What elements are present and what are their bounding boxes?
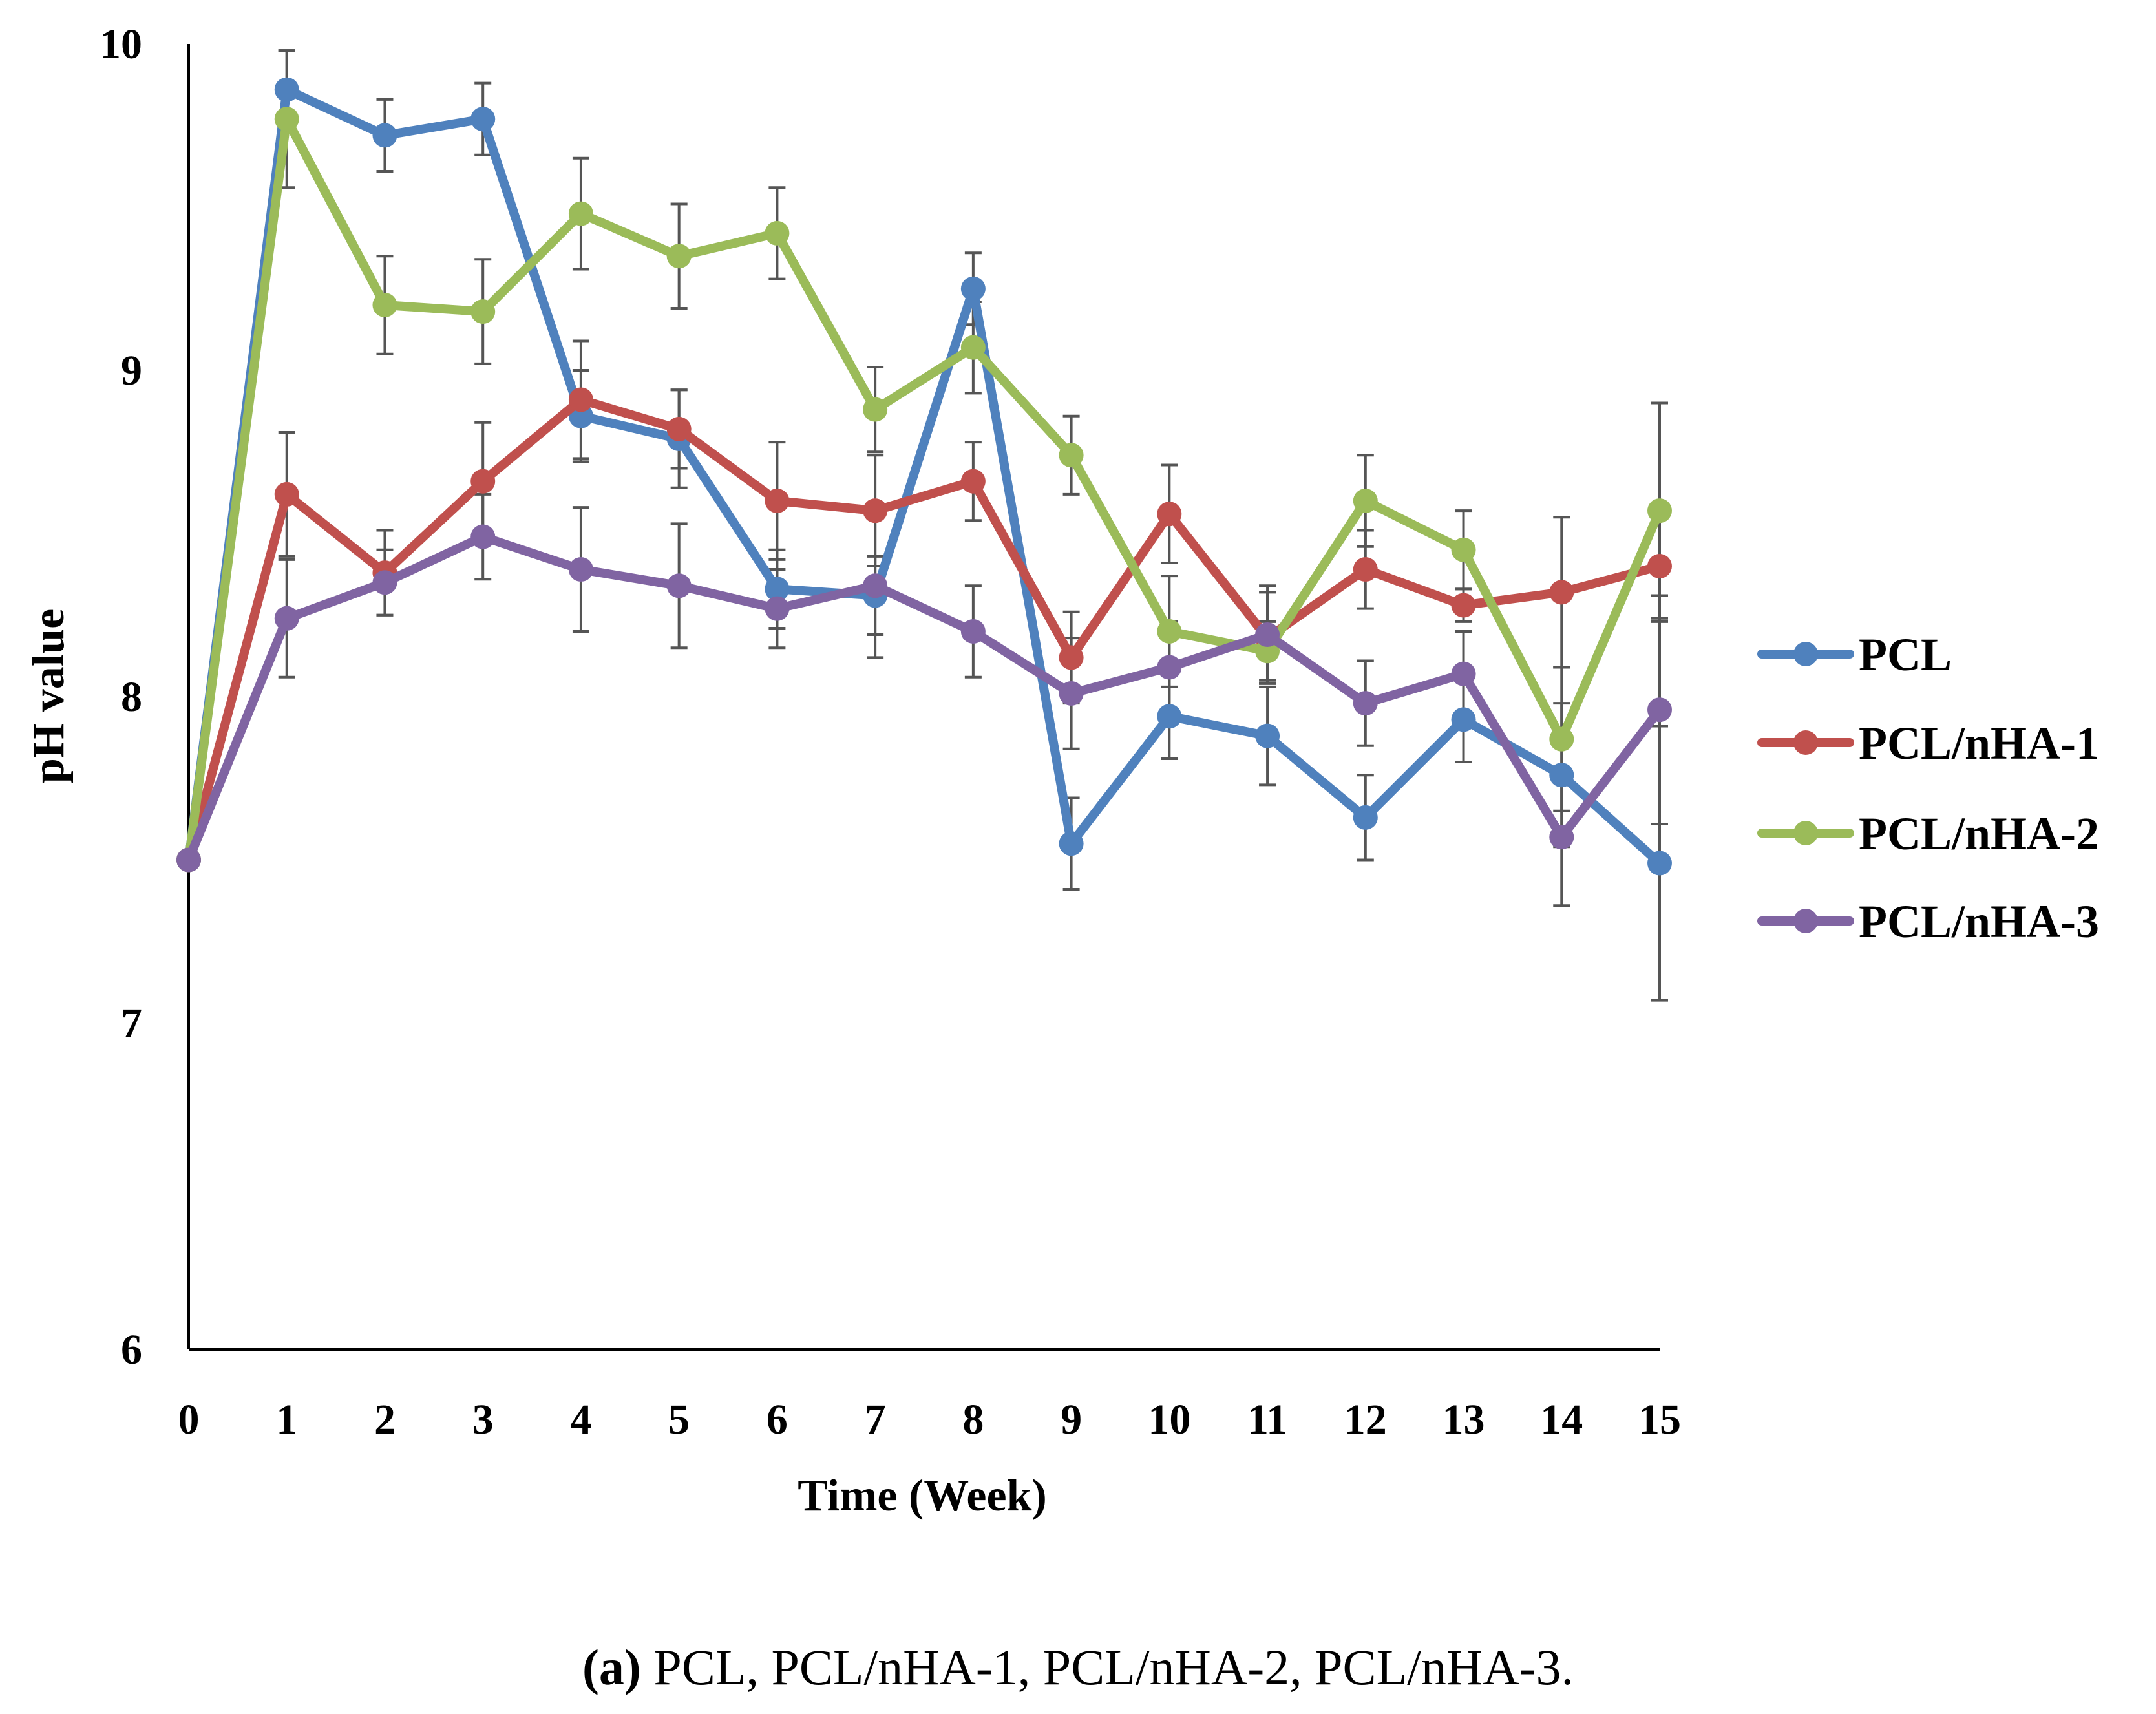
y-tick-label: 10	[100, 21, 142, 68]
data-point-pcl	[1647, 851, 1672, 876]
data-point-pcl-nha-1	[470, 469, 496, 494]
legend-label-pcl-nha-1: PCL/nHA-1	[1859, 717, 2099, 769]
data-point-pcl-nha-3	[765, 596, 790, 621]
data-point-pcl-nha-3	[1549, 825, 1574, 850]
series-line-pcl-nha-1	[184, 395, 1664, 865]
data-point-pcl-nha-1	[1647, 554, 1672, 578]
data-point-pcl	[470, 107, 496, 132]
data-point-pcl-nha-1	[568, 387, 593, 412]
series-line-pcl	[184, 85, 1664, 868]
x-tick-label: 4	[570, 1396, 591, 1443]
legend-label-pcl-nha-2: PCL/nHA-2	[1859, 808, 2099, 860]
legend-label-pcl-nha-3: PCL/nHA-3	[1859, 896, 2099, 947]
series-line-pcl-nha-2	[184, 114, 1664, 865]
data-point-pcl	[765, 577, 790, 602]
data-point-pcl-nha-3	[568, 557, 593, 582]
x-tick-label: 7	[865, 1396, 886, 1443]
legend-label-pcl: PCL	[1859, 629, 1952, 681]
data-point-pcl-nha-3	[372, 570, 397, 595]
data-point-pcl-nha-1	[1059, 645, 1084, 670]
data-point-pcl	[274, 77, 299, 102]
data-point-pcl-nha-3	[666, 573, 692, 598]
data-point-pcl	[1255, 723, 1280, 748]
data-point-pcl-nha-1	[666, 416, 692, 441]
x-tick-label: 14	[1540, 1396, 1583, 1443]
data-point-pcl-nha-1	[1157, 502, 1182, 527]
data-point-pcl	[1059, 831, 1084, 856]
legend-marker-pcl-nha-1	[1793, 730, 1818, 755]
x-tick-label: 2	[374, 1396, 396, 1443]
figure-caption: (a) PCL, PCL/nHA-1, PCL/nHA-2, PCL/nHA-3…	[0, 1638, 2156, 1697]
y-tick-label: 6	[121, 1326, 142, 1373]
x-tick-label: 0	[178, 1396, 200, 1443]
x-tick-label: 11	[1247, 1396, 1287, 1443]
y-tick-label: 8	[121, 673, 142, 721]
data-point-pcl	[1451, 707, 1476, 732]
legend: PCL PCL/nHA-1 PCL/nHA-2 PCL/nHA-3	[1757, 629, 2099, 947]
data-point-pcl-nha-2	[1549, 726, 1574, 752]
data-point-pcl-nha-2	[960, 335, 986, 360]
x-tick-label: 12	[1344, 1396, 1387, 1443]
data-point-pcl	[372, 123, 397, 148]
series-lines	[176, 77, 1672, 876]
data-point-pcl-nha-3	[470, 524, 496, 549]
data-point-pcl-nha-3	[1647, 697, 1672, 723]
data-point-pcl	[1549, 763, 1574, 788]
caption-text: PCL, PCL/nHA-1, PCL/nHA-2, PCL/nHA-3.	[640, 1639, 1574, 1695]
caption-label: (a)	[582, 1639, 641, 1695]
data-point-pcl-nha-2	[666, 244, 692, 269]
x-tick-label: 15	[1638, 1396, 1681, 1443]
x-tick-label: 1	[276, 1396, 297, 1443]
data-point-pcl-nha-2	[274, 107, 299, 132]
data-point-pcl-nha-2	[863, 397, 888, 422]
x-axis-title: Time (Week)	[798, 1471, 1047, 1521]
data-point-pcl	[1157, 704, 1182, 729]
x-tick-label: 10	[1148, 1396, 1190, 1443]
data-point-pcl-nha-1	[1353, 557, 1378, 582]
data-point-pcl-nha-2	[470, 299, 496, 324]
data-point-pcl-nha-2	[765, 220, 790, 246]
data-point-pcl-nha-3	[1157, 655, 1182, 680]
data-point-pcl-nha-1	[1549, 580, 1574, 605]
data-point-pcl-nha-1	[274, 481, 299, 507]
x-tick-label: 6	[766, 1396, 788, 1443]
data-point-pcl-nha-2	[1353, 489, 1378, 513]
x-tick-label: 13	[1443, 1396, 1485, 1443]
y-tick-label: 9	[121, 347, 142, 394]
legend-marker-pcl	[1793, 642, 1818, 666]
data-point-pcl-nha-1	[863, 498, 888, 524]
data-point-pcl-nha-3	[1353, 691, 1378, 716]
data-point-pcl-nha-3	[176, 847, 201, 873]
data-point-pcl-nha-3	[1451, 661, 1476, 686]
data-point-pcl-nha-1	[960, 469, 986, 494]
data-point-pcl-nha-2	[1647, 498, 1672, 524]
data-point-pcl-nha-3	[1059, 681, 1084, 706]
legend-marker-pcl-nha-2	[1793, 821, 1818, 845]
y-axis-title: pH value	[24, 609, 74, 783]
data-point-pcl-nha-3	[274, 606, 299, 631]
x-tick-label: 9	[1061, 1396, 1082, 1443]
data-point-pcl-nha-1	[765, 489, 790, 513]
legend-marker-pcl-nha-3	[1793, 909, 1818, 933]
data-point-pcl-nha-2	[568, 201, 593, 226]
data-point-pcl	[960, 276, 986, 301]
x-tick-label: 3	[472, 1396, 494, 1443]
data-point-pcl	[1353, 805, 1378, 830]
series-line-pcl-nha-3	[184, 532, 1664, 865]
data-point-pcl-nha-2	[1451, 537, 1476, 562]
x-tick-label: 8	[962, 1396, 984, 1443]
y-tick-label: 7	[121, 1000, 142, 1047]
data-point-pcl-nha-1	[1451, 593, 1476, 618]
data-point-pcl-nha-2	[372, 293, 397, 317]
data-point-pcl-nha-3	[1255, 622, 1280, 648]
data-point-pcl-nha-2	[1059, 443, 1084, 468]
data-point-pcl-nha-2	[1157, 619, 1182, 644]
data-point-pcl-nha-3	[960, 619, 986, 644]
data-point-pcl-nha-3	[863, 573, 888, 598]
x-tick-label: 5	[668, 1396, 690, 1443]
